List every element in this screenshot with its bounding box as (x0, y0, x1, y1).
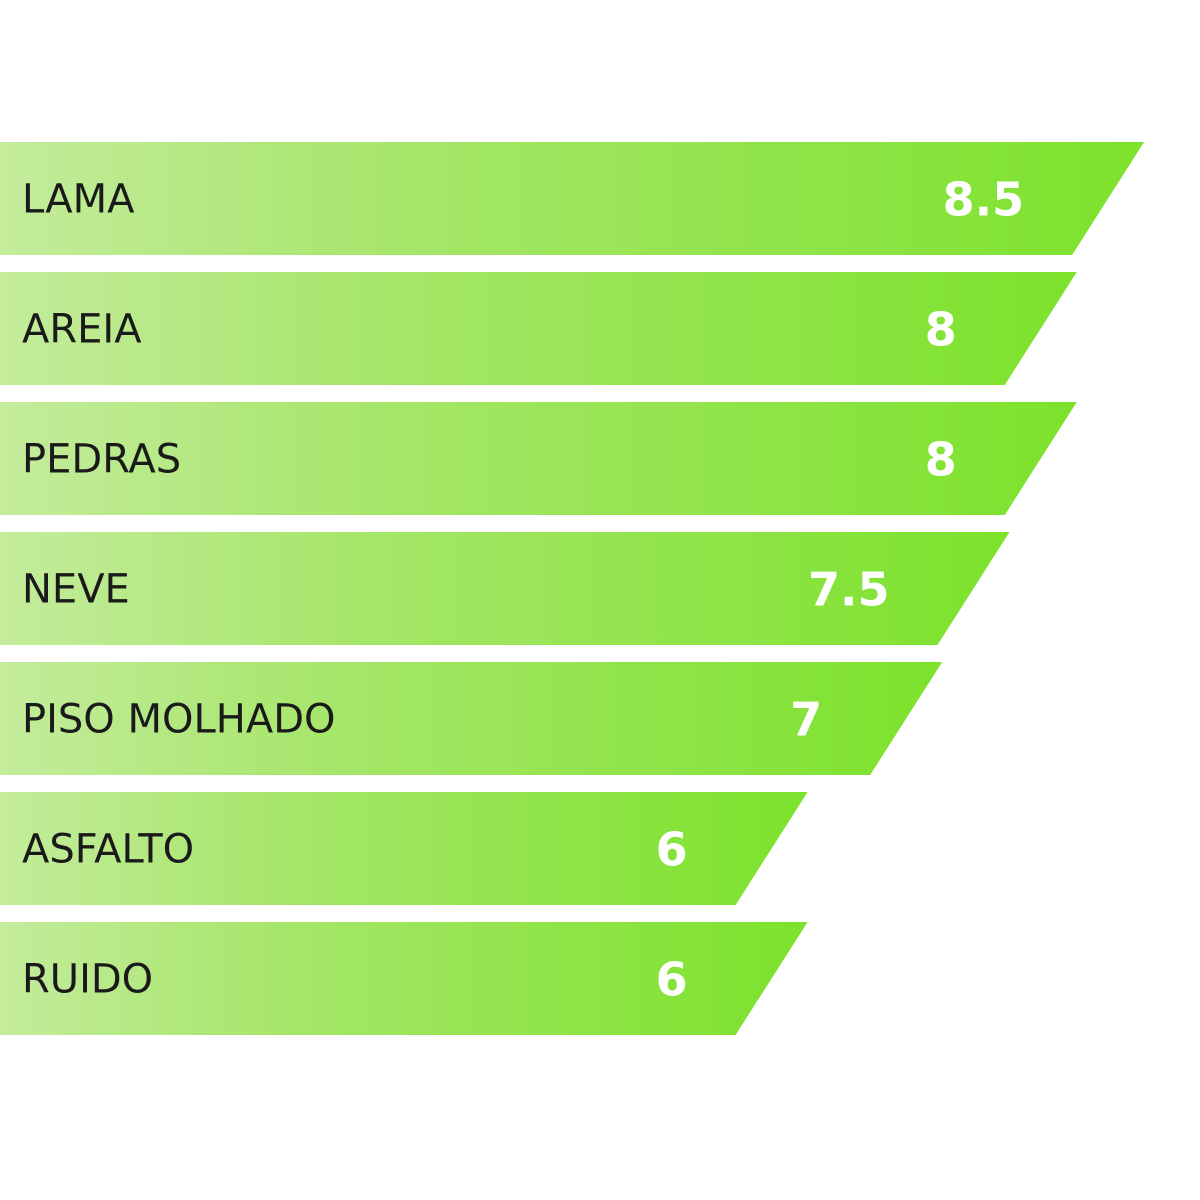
bar-label: NEVE (22, 567, 130, 613)
bar-value-label: 8 (925, 433, 957, 487)
bar-pedras (0, 402, 1077, 515)
bar-value-label: 8.5 (943, 173, 1025, 227)
bar-value-label: 8 (925, 303, 957, 357)
bar-value-label: 6 (656, 823, 688, 877)
bar-label: RUIDO (22, 957, 153, 1003)
bar-asfalto (0, 792, 808, 905)
bar-ruido (0, 922, 808, 1035)
bar-areia (0, 272, 1077, 385)
bar-lama (0, 142, 1145, 255)
bar-piso-molhado (0, 662, 943, 775)
bars-group: LAMA 8.5 AREIA 8 PEDRAS 8 NEVE 7.5 PISO MOLHADO 7… (0, 142, 1145, 1035)
bar-label: AREIA (22, 307, 142, 353)
bar-value-label: 7.5 (808, 563, 890, 617)
bar-label: PEDRAS (22, 437, 181, 483)
bar-neve (0, 532, 1010, 645)
bar-value-label: 6 (656, 953, 688, 1007)
bar-label: LAMA (22, 177, 135, 223)
bar-label: ASFALTO (22, 827, 194, 873)
bar-label: PISO MOLHADO (22, 697, 336, 743)
bar-value-label: 7 (790, 693, 822, 747)
